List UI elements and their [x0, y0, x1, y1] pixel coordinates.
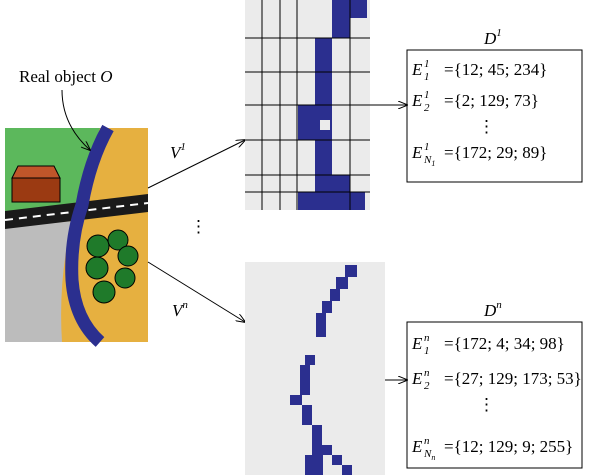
descriptor-entry: E 1 2 ={2; 129; 73}	[411, 89, 539, 114]
entry-sub: 2	[424, 380, 430, 392]
descriptor-title: D1	[483, 27, 502, 48]
scene	[4, 124, 149, 347]
entry-value: ={2; 129; 73}	[444, 91, 539, 110]
entry-sub2: 1	[431, 159, 435, 168]
view-label: Vn	[172, 299, 188, 320]
view-label: V1	[170, 141, 186, 162]
ellipsis: ⋮	[478, 117, 495, 136]
object-label: Real object O	[19, 67, 112, 86]
entry-symbol: E	[411, 91, 423, 110]
entry-symbol: E	[411, 334, 423, 353]
arrow	[147, 140, 245, 189]
entry-sup: 1	[424, 89, 430, 101]
entry-sup: n	[424, 435, 430, 447]
descriptor-box	[406, 49, 583, 183]
arrow	[61, 89, 90, 150]
descriptor-entry: E 1 N1 ={172; 29; 89}	[411, 141, 547, 168]
entry-symbol: E	[411, 60, 423, 79]
ellipsis: ⋮	[478, 395, 495, 414]
arrow	[147, 261, 245, 322]
entry-sub: 2	[424, 102, 430, 114]
entry-value: ={172; 4; 34; 98}	[444, 334, 565, 353]
entry-symbol: E	[411, 143, 423, 162]
entry-sup: 1	[424, 141, 430, 153]
view-grid	[245, 0, 370, 210]
entry-value: ={172; 29; 89}	[444, 143, 547, 162]
entry-sub: N	[423, 448, 432, 460]
entry-value: ={12; 129; 9; 255}	[444, 437, 573, 456]
descriptor-title: Dn	[483, 299, 502, 320]
entry-symbol: E	[411, 437, 423, 456]
entry-sup: n	[424, 332, 430, 344]
entry-sub2: n	[431, 453, 435, 462]
view-pixels	[245, 262, 385, 475]
entry-symbol: E	[411, 369, 423, 388]
descriptor-box	[406, 321, 583, 469]
entry-sup: 1	[424, 58, 430, 70]
entry-sub: 1	[424, 71, 430, 83]
entry-sub: N	[423, 154, 432, 166]
ellipsis: ⋮	[190, 217, 207, 236]
entry-sup: n	[424, 367, 430, 379]
entry-value: ={27; 129; 173; 53}	[444, 369, 582, 388]
entry-value: ={12; 45; 234}	[444, 60, 547, 79]
entry-sub: 1	[424, 345, 430, 357]
descriptor-entry: E 1 1 ={12; 45; 234}	[411, 58, 547, 83]
